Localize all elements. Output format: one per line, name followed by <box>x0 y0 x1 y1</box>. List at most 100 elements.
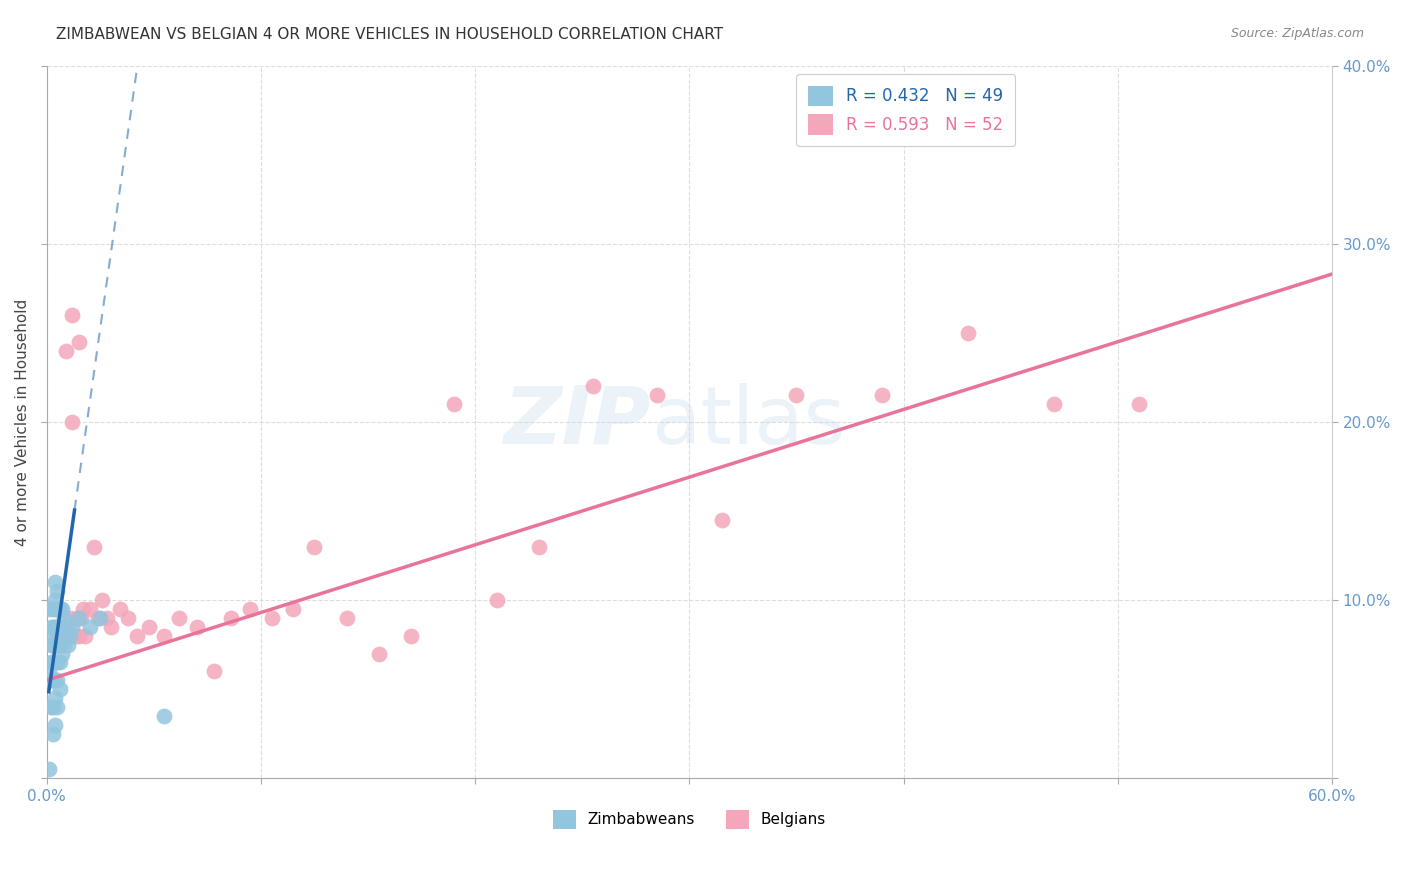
Point <box>44 620 66 634</box>
Point <box>46 700 69 714</box>
Point <box>42 727 65 741</box>
Point <box>59 629 82 643</box>
Point <box>55 620 77 634</box>
Point <box>42 700 65 714</box>
Point <box>645 388 668 402</box>
Point <box>56 638 79 652</box>
Point <box>72 602 94 616</box>
Point <box>48 629 70 643</box>
Point <box>42 656 65 670</box>
Point <box>138 620 160 634</box>
Point <box>38 665 60 679</box>
Point <box>52 611 75 625</box>
Point <box>46 584 69 599</box>
Point <box>42 673 65 688</box>
Text: ZIP: ZIP <box>503 383 651 461</box>
Point <box>60 308 83 322</box>
Point <box>42 602 65 616</box>
Point <box>96 611 118 625</box>
Point <box>55 629 77 643</box>
Point <box>44 602 66 616</box>
Point <box>67 629 90 643</box>
Point <box>60 415 83 429</box>
Point <box>153 709 176 723</box>
Point <box>39 656 62 670</box>
Point <box>91 593 114 607</box>
Point <box>870 388 893 402</box>
Point <box>710 513 733 527</box>
Point <box>44 656 66 670</box>
Point <box>52 620 75 634</box>
Point <box>1042 397 1064 411</box>
Point <box>48 656 70 670</box>
Legend: Zimbabweans, Belgians: Zimbabweans, Belgians <box>547 804 832 835</box>
Point <box>38 762 60 776</box>
Point <box>56 620 79 634</box>
Point <box>44 673 66 688</box>
Point <box>51 647 73 661</box>
Point <box>125 629 148 643</box>
Point <box>70 611 93 625</box>
Point <box>48 638 70 652</box>
Point <box>582 379 605 393</box>
Point <box>46 638 69 652</box>
Point <box>46 656 69 670</box>
Point <box>117 611 139 625</box>
Text: Source: ZipAtlas.com: Source: ZipAtlas.com <box>1230 27 1364 40</box>
Point <box>51 602 73 616</box>
Point <box>60 620 83 634</box>
Point <box>46 629 69 643</box>
Point <box>44 593 66 607</box>
Point <box>39 673 62 688</box>
Point <box>38 602 60 616</box>
Point <box>42 638 65 652</box>
Point <box>46 602 69 616</box>
Point <box>785 388 807 402</box>
Point <box>39 638 62 652</box>
Point <box>443 397 465 411</box>
Point <box>399 629 422 643</box>
Point <box>219 611 242 625</box>
Point <box>281 602 304 616</box>
Point <box>44 718 66 732</box>
Point <box>260 611 283 625</box>
Point <box>44 691 66 706</box>
Point <box>46 673 69 688</box>
Point <box>46 620 69 634</box>
Point <box>48 602 70 616</box>
Point <box>79 602 101 616</box>
Point <box>108 602 131 616</box>
Point <box>38 629 60 643</box>
Point <box>1128 397 1150 411</box>
Point <box>485 593 508 607</box>
Point <box>39 700 62 714</box>
Point <box>44 575 66 590</box>
Y-axis label: 4 or more Vehicles in Household: 4 or more Vehicles in Household <box>15 298 30 546</box>
Point <box>367 647 389 661</box>
Point <box>100 620 122 634</box>
Point <box>42 638 65 652</box>
Point <box>42 620 65 634</box>
Point <box>52 638 75 652</box>
Point <box>44 620 66 634</box>
Point <box>87 611 110 625</box>
Point <box>51 629 73 643</box>
Point <box>529 540 551 554</box>
Point <box>67 334 90 349</box>
Point <box>66 611 89 625</box>
Point <box>75 629 97 643</box>
Point <box>63 629 86 643</box>
Point <box>55 343 77 358</box>
Point <box>186 620 208 634</box>
Point <box>39 620 62 634</box>
Point <box>336 611 359 625</box>
Point <box>79 620 101 634</box>
Text: ZIMBABWEAN VS BELGIAN 4 OR MORE VEHICLES IN HOUSEHOLD CORRELATION CHART: ZIMBABWEAN VS BELGIAN 4 OR MORE VEHICLES… <box>56 27 723 42</box>
Point <box>153 629 176 643</box>
Point <box>956 326 979 340</box>
Point <box>169 611 191 625</box>
Point <box>48 682 70 697</box>
Point <box>304 540 326 554</box>
Text: atlas: atlas <box>651 383 845 461</box>
Point <box>202 665 225 679</box>
